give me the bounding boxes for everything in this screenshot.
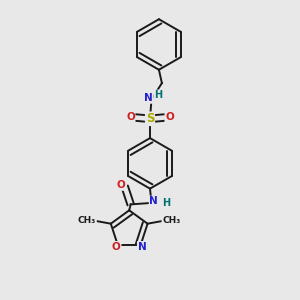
- Text: H: H: [162, 199, 170, 208]
- Text: N: N: [143, 93, 152, 103]
- Text: CH₃: CH₃: [78, 216, 96, 225]
- Text: O: O: [112, 242, 121, 252]
- Text: N: N: [149, 196, 158, 206]
- Text: O: O: [126, 112, 135, 122]
- Text: N: N: [138, 242, 146, 252]
- Text: O: O: [165, 112, 174, 122]
- Text: CH₃: CH₃: [162, 216, 181, 225]
- Text: S: S: [146, 112, 154, 125]
- Text: H: H: [154, 90, 162, 100]
- Text: O: O: [117, 180, 125, 190]
